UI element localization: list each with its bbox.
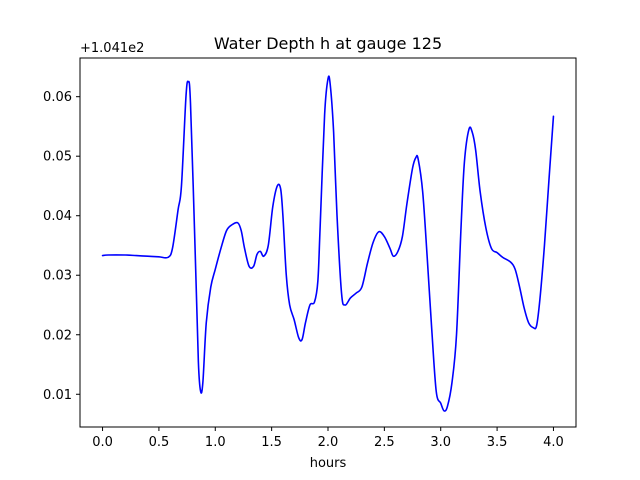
y-tick-label: 0.02: [43, 328, 72, 343]
chart-title: Water Depth h at gauge 125: [214, 34, 442, 53]
x-tick-label: 4.0: [543, 435, 564, 450]
series-line-water-depth: [101, 75, 555, 412]
x-tick-label: 1.0: [205, 435, 226, 450]
plot-area: [80, 58, 576, 427]
y-tick-label: 0.05: [43, 150, 72, 165]
y-tick-label: 0.04: [43, 209, 72, 224]
x-axis: 0.0 0.5 1.0 1.5 2.0 2.5 3.0 3.5 4.0: [92, 427, 564, 450]
y-axis: 0.01 0.02 0.03 0.04 0.05 0.06: [43, 90, 80, 403]
y-tick-label: 0.01: [43, 388, 72, 403]
x-tick-label: 2.0: [318, 435, 339, 450]
x-tick-label: 3.0: [430, 435, 451, 450]
y-offset-text: +1.041e2: [80, 41, 144, 56]
x-tick-label: 2.5: [374, 435, 395, 450]
x-tick-label: 1.5: [261, 435, 282, 450]
x-tick-label: 3.5: [487, 435, 508, 450]
x-tick-label: 0.0: [92, 435, 113, 450]
x-axis-label: hours: [310, 456, 347, 471]
y-tick-label: 0.03: [43, 269, 72, 284]
x-tick-label: 0.5: [149, 435, 170, 450]
plot-frame: [79, 57, 577, 428]
y-tick-label: 0.06: [43, 90, 72, 105]
